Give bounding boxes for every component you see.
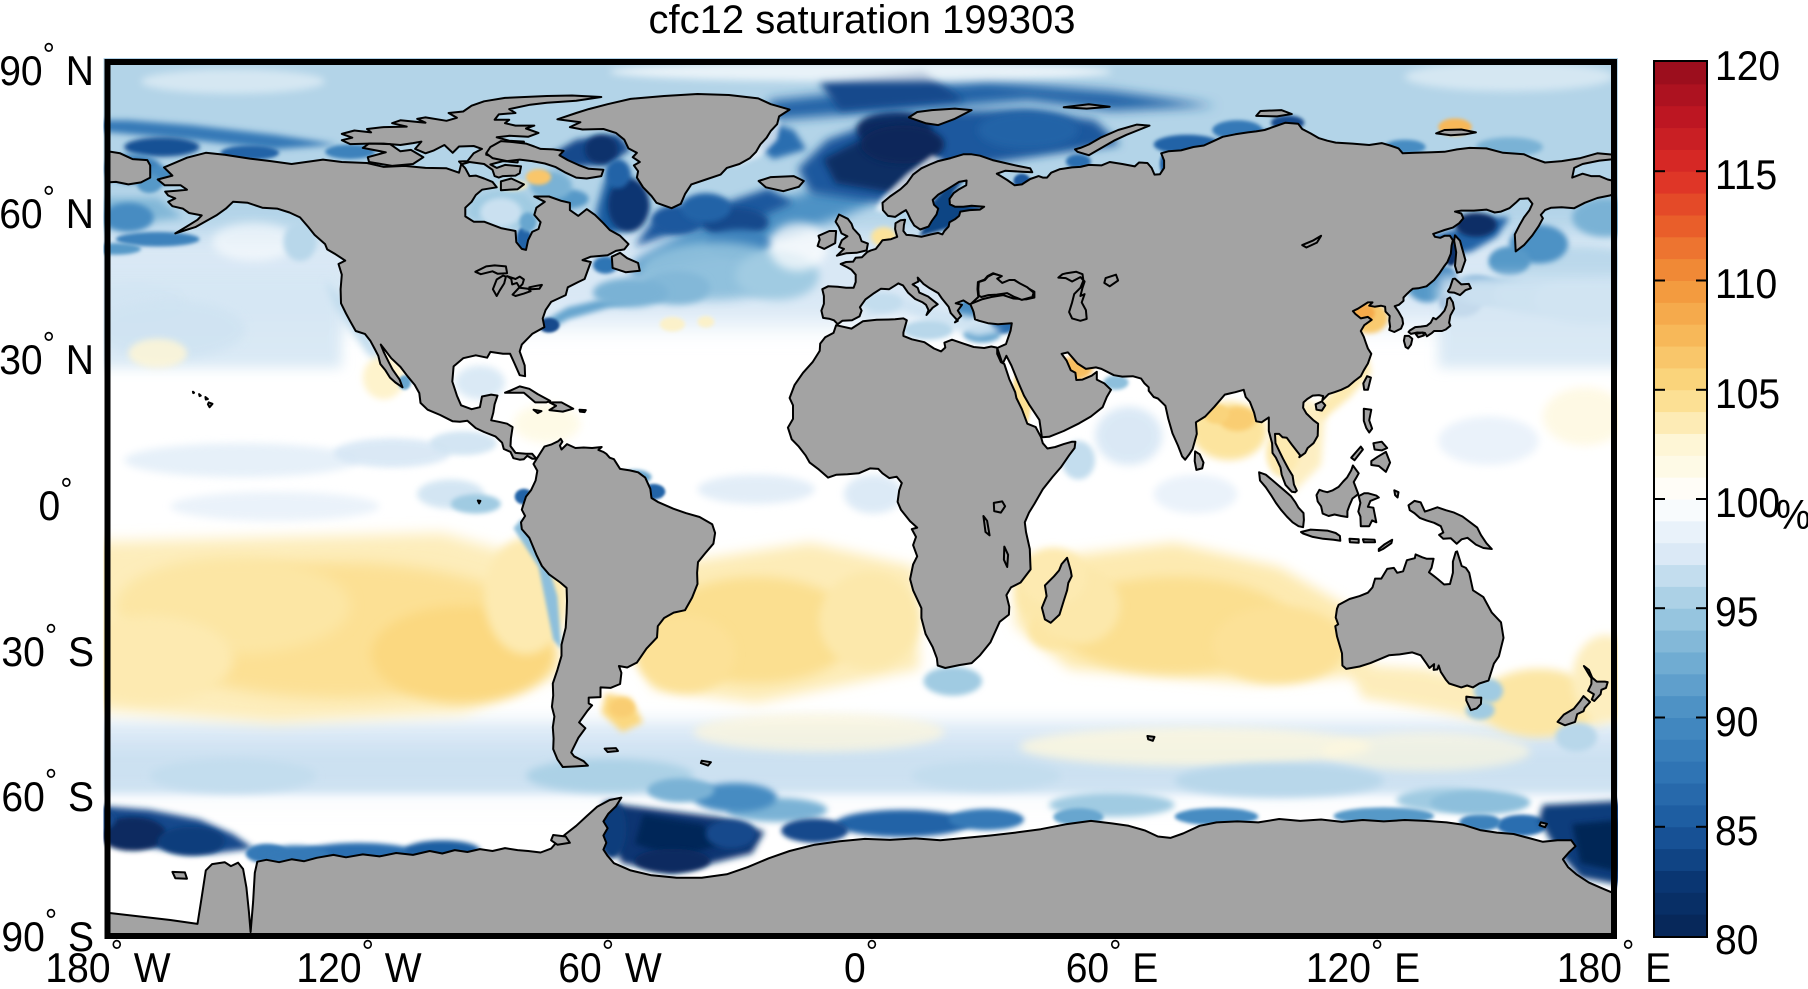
svg-text:80: 80	[1715, 916, 1758, 964]
svg-text:105: 105	[1715, 370, 1780, 418]
svg-text:115: 115	[1715, 151, 1777, 199]
svg-text:60° N: 60° N	[0, 179, 94, 237]
svg-text:110: 110	[1715, 260, 1777, 308]
svg-text:60° S: 60° S	[1, 762, 94, 820]
svg-text:100: 100	[1715, 479, 1780, 527]
svg-text:cfc12 saturation 199303: cfc12 saturation 199303	[649, 0, 1076, 42]
svg-text:95: 95	[1715, 588, 1758, 636]
svg-text:%: %	[1776, 491, 1808, 539]
svg-text:90: 90	[1715, 698, 1758, 746]
svg-text:85: 85	[1715, 807, 1758, 855]
svg-text:120: 120	[1715, 42, 1780, 90]
